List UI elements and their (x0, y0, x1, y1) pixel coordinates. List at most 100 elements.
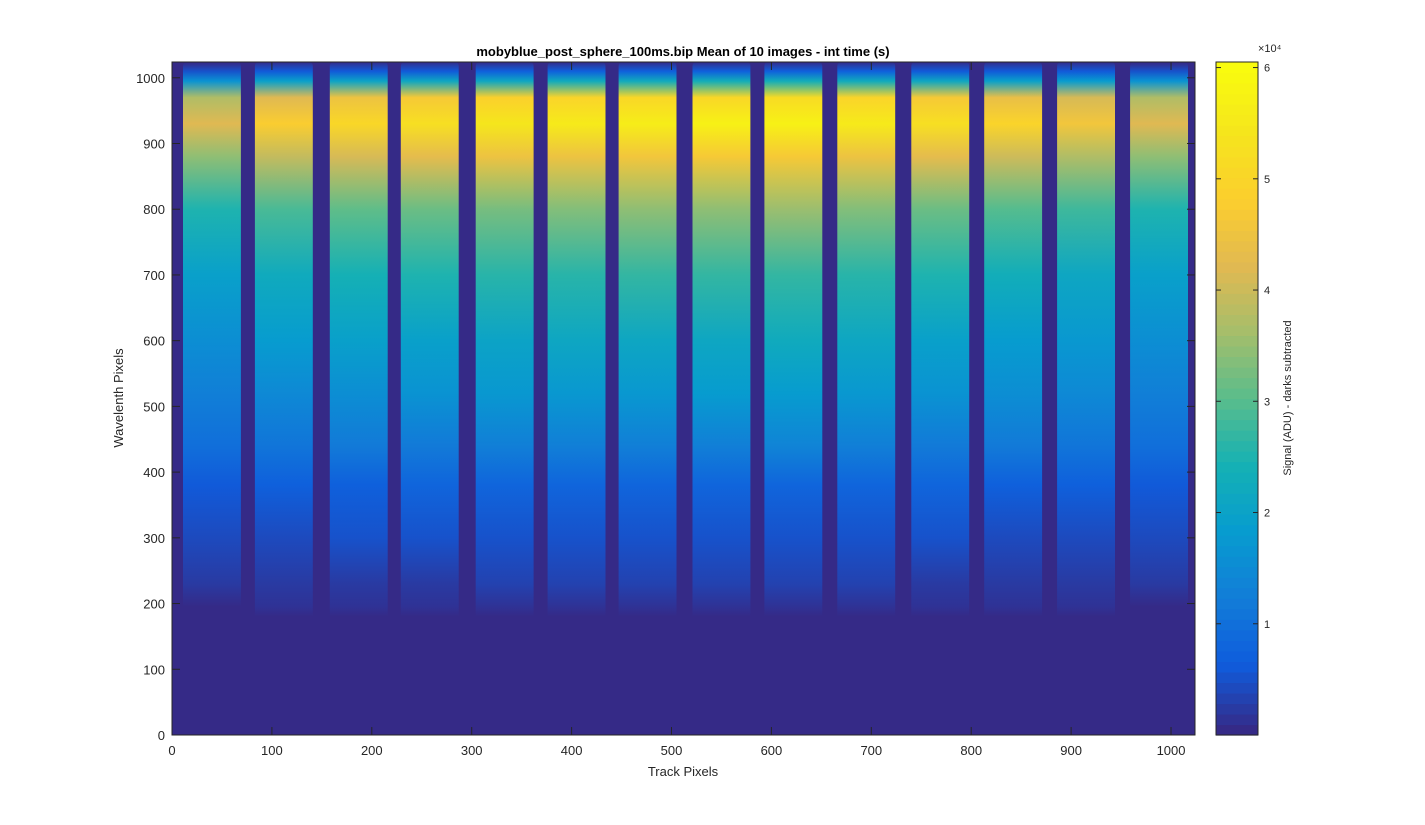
x-axis-label: Track Pixels (648, 764, 719, 779)
colorbar-band (1216, 430, 1258, 442)
y-tick-label: 400 (143, 465, 165, 480)
heatmap-track-6 (547, 62, 606, 735)
x-tick-label: 700 (860, 743, 882, 758)
y-tick-label: 1000 (136, 71, 165, 86)
colorbar-band (1216, 577, 1258, 589)
colorbar-band (1216, 566, 1258, 578)
heatmap-track-4 (400, 62, 459, 735)
colorbar-band (1216, 293, 1258, 305)
colorbar-band (1216, 335, 1258, 347)
colorbar-band (1216, 545, 1258, 557)
heatmap-track-8 (692, 62, 751, 735)
colorbar-band (1216, 272, 1258, 284)
colorbar-band (1216, 282, 1258, 294)
colorbar-band (1216, 377, 1258, 389)
colorbar-band (1216, 440, 1258, 452)
heatmap-track-5 (475, 62, 534, 735)
colorbar-band (1216, 230, 1258, 242)
x-tick-label: 400 (561, 743, 583, 758)
colorbar-ticks: 1 2 3 4 5 6 (1216, 63, 1270, 631)
colorbar-band (1216, 125, 1258, 137)
x-tick-label: 200 (361, 743, 383, 758)
colorbar-band (1216, 608, 1258, 620)
heatmap-track-13 (1057, 62, 1115, 735)
colorbar-band (1216, 713, 1258, 726)
colorbar-band (1216, 419, 1258, 431)
heatmap-track-3 (329, 62, 388, 735)
colorbar-band (1216, 587, 1258, 599)
x-axis: 0 100 200 300 400 500 600 700 800 900 1000 (168, 62, 1185, 758)
colorbar-band (1216, 703, 1258, 715)
y-tick-label: 700 (143, 268, 165, 283)
colorbar-band (1216, 93, 1258, 105)
colorbar-band (1216, 640, 1258, 652)
y-tick-label: 500 (143, 399, 165, 414)
y-tick-label: 800 (143, 202, 165, 217)
colorbar-band (1216, 356, 1258, 368)
colorbar-band (1216, 324, 1258, 337)
colorbar-band (1216, 387, 1258, 400)
colorbar-band (1216, 482, 1258, 494)
colorbar-band (1216, 692, 1258, 705)
colorbar-band (1216, 535, 1258, 547)
colorbar-band (1216, 472, 1258, 484)
chart-title: mobyblue_post_sphere_100ms.bip Mean of 1… (476, 44, 889, 59)
heatmap-track-11 (911, 62, 970, 735)
colorbar-band (1216, 62, 1258, 74)
colorbar-band (1216, 345, 1258, 358)
colorbar-band (1216, 240, 1258, 252)
colorbar: 1 2 3 4 5 6 ×10⁴ Signal (ADU) - darks subtrac… (1215, 43, 1294, 736)
colorbar-band (1216, 135, 1258, 147)
colorbar-band (1216, 209, 1258, 221)
x-tick-label: 1000 (1157, 743, 1186, 758)
colorbar-band (1216, 114, 1258, 126)
colorbar-band (1216, 146, 1258, 158)
colorbar-band (1216, 629, 1258, 641)
colorbar-band (1216, 156, 1258, 168)
colorbar-band (1216, 251, 1258, 263)
heatmap-tracks (183, 62, 1188, 735)
colorbar-band (1216, 198, 1258, 210)
heatmap-plot-area (171, 61, 1196, 736)
colorbar-gradient (1216, 62, 1258, 736)
colorbar-band (1216, 167, 1258, 179)
colorbar-band (1216, 83, 1258, 95)
colorbar-band (1216, 72, 1258, 84)
colorbar-band (1216, 461, 1258, 473)
colorbar-band (1216, 219, 1258, 231)
colorbar-tick-label: 6 (1264, 63, 1270, 75)
colorbar-band (1216, 503, 1258, 515)
y-tick-label: 100 (143, 662, 165, 677)
y-tick-label: 300 (143, 531, 165, 546)
colorbar-tick-label: 5 (1264, 174, 1270, 186)
heatmap-track-10 (837, 62, 896, 735)
y-tick-label: 0 (158, 728, 165, 743)
colorbar-band (1216, 619, 1258, 631)
colorbar-band (1216, 261, 1258, 273)
colorbar-band (1216, 188, 1258, 200)
y-tick-label: 200 (143, 597, 165, 612)
colorbar-tick-label: 3 (1264, 396, 1270, 408)
colorbar-label: Signal (ADU) - darks subtracted (1282, 320, 1294, 475)
heatmap-track-9 (764, 62, 823, 735)
colorbar-band (1216, 724, 1258, 736)
colorbar-band (1216, 514, 1258, 526)
x-tick-label: 800 (960, 743, 982, 758)
heatmap-track-14 (1130, 62, 1188, 735)
heatmap-track-2 (254, 62, 313, 735)
colorbar-band (1216, 493, 1258, 505)
colorbar-band (1216, 177, 1258, 189)
colorbar-band (1216, 671, 1258, 684)
x-tick-label: 100 (261, 743, 283, 758)
colorbar-band (1216, 104, 1258, 116)
colorbar-band (1216, 524, 1258, 536)
heatmap-track-1 (183, 62, 241, 735)
colorbar-band (1216, 598, 1258, 610)
x-tick-label: 300 (461, 743, 483, 758)
colorbar-band (1216, 556, 1258, 568)
colorbar-band (1216, 303, 1258, 315)
colorbar-band (1216, 314, 1258, 326)
y-tick-label: 900 (143, 136, 165, 151)
y-axis: 0 100 200 300 400 500 600 700 800 900 1000 (136, 71, 1195, 743)
